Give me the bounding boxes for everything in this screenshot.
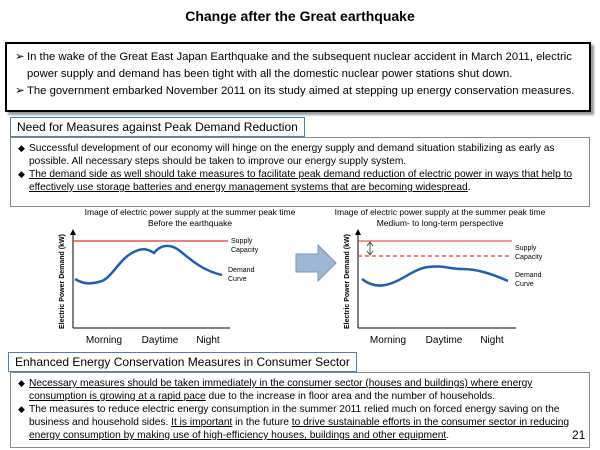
diagram-subcaption: Before the earthquake (148, 218, 232, 228)
arrowhead (70, 229, 76, 235)
x-label: Daytime (426, 335, 463, 346)
section-body: Necessary measures should be taken immed… (10, 372, 590, 448)
diagram-caption: Image of electric power supply at the su… (85, 207, 296, 217)
supply-label: Supply Capacity (515, 245, 543, 261)
bullet: The demand side as well should take meas… (17, 168, 583, 194)
bullet-text: in the future (232, 417, 292, 428)
demand-label: Demand Curve (515, 272, 542, 288)
bullet: Necessary measures should be taken immed… (17, 377, 583, 403)
intro-box: In the wake of the Great East Japan Eart… (5, 42, 591, 112)
slide-title: Change after the Great earthquake (185, 8, 415, 24)
y-axis-label: Electric Power Demand (kW) (59, 234, 66, 329)
section-heading: Need for Measures against Peak Demand Re… (10, 117, 305, 137)
reduction-arrow (366, 241, 374, 256)
diagrams: Image of electric power supply at the su… (59, 207, 546, 346)
intro-bullet: The government embarked November 2011 on… (13, 83, 583, 100)
bullet-text: Necessary measures should be taken immed… (29, 378, 533, 402)
intro-bullet: In the wake of the Great East Japan Eart… (13, 49, 583, 83)
y-axis-label: Electric Power Demand (kW) (344, 234, 351, 329)
x-label: Morning (86, 335, 122, 346)
bullet-text: . (446, 430, 450, 441)
diagram-subcaption: Medium- to long-term perspective (377, 218, 504, 228)
bullet-text: The demand side as well should take meas… (29, 169, 573, 193)
x-label: Night (480, 335, 504, 346)
bullet-text: Successful development of our economy wi… (29, 143, 555, 167)
x-label: Morning (370, 335, 406, 346)
x-label: Daytime (142, 335, 179, 346)
bullet-text: It is important (171, 417, 233, 428)
page-number: 21 (572, 428, 586, 442)
x-label: Night (196, 335, 220, 346)
supply-label: Supply Capacity (231, 238, 259, 254)
bullet-text: . (467, 182, 471, 193)
demand-label: Demand Curve (228, 267, 255, 283)
bullet-text: due to the increase in floor area and th… (205, 391, 496, 402)
diagram-caption: Image of electric power supply at the su… (335, 207, 546, 217)
section-body: Successful development of our economy wi… (10, 137, 590, 207)
demand-curve (361, 265, 509, 287)
arrowhead (355, 229, 361, 235)
bullet-text: to drive sustainable efforts in the cons… (29, 417, 570, 441)
bullet-text: The measures to reduce electric energy c… (29, 404, 560, 428)
bullet: The measures to reduce electric energy c… (17, 403, 583, 442)
transition-arrow (295, 243, 337, 283)
demand-curve (74, 244, 223, 285)
bullet: Successful development of our economy wi… (17, 142, 583, 168)
section-heading: Enhanced Energy Conservation Measures in… (8, 352, 357, 372)
